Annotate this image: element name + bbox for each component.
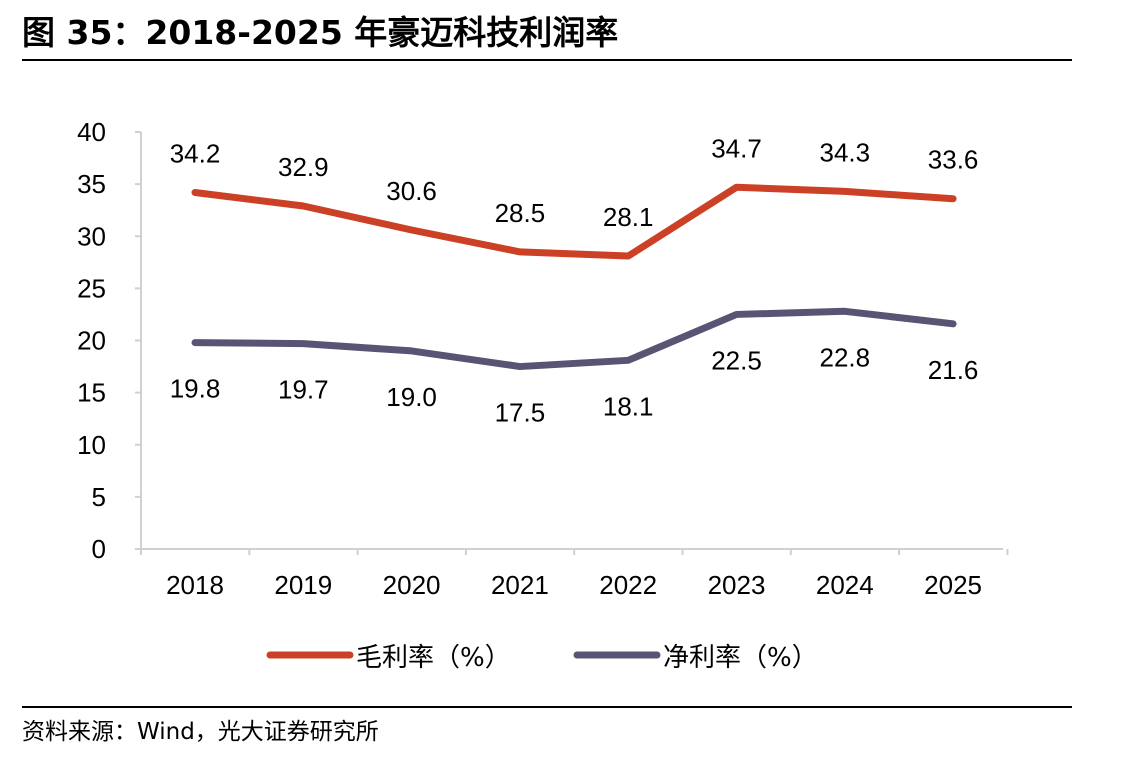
data-label: 34.7	[711, 133, 762, 163]
data-label: 19.7	[278, 375, 329, 405]
gross-margin-line	[191, 183, 957, 260]
y-tick-label: 10	[77, 430, 106, 460]
y-tick-label: 30	[77, 221, 106, 251]
data-label: 22.8	[819, 342, 870, 372]
y-tick-label: 20	[77, 326, 106, 356]
data-label: 34.3	[819, 137, 870, 167]
figure-title: 图 35：2018-2025 年豪迈科技利润率	[22, 13, 619, 52]
x-tick-label: 2020	[383, 570, 441, 600]
top-rule	[22, 59, 1072, 61]
y-tick-label: 5	[92, 482, 106, 512]
y-tick-label: 0	[92, 534, 106, 564]
data-label: 30.6	[386, 176, 437, 206]
data-label: 33.6	[928, 145, 979, 175]
data-label: 17.5	[495, 398, 546, 428]
x-tick-label: 2022	[599, 570, 657, 600]
source-note: 资料来源：Wind，光大证券研究所	[22, 719, 379, 745]
data-label: 28.1	[603, 202, 654, 232]
legend-label: 净利率（%）	[663, 643, 818, 673]
y-tick-label: 35	[77, 169, 106, 199]
legend-label: 毛利率（%）	[356, 643, 511, 673]
y-tick-label: 15	[77, 378, 106, 408]
x-tick-label: 2024	[816, 570, 874, 600]
y-tick-label: 25	[77, 273, 106, 303]
data-label: 19.8	[170, 374, 221, 404]
x-tick-label: 2019	[274, 570, 332, 600]
net-margin-line	[191, 307, 957, 371]
data-label: 34.2	[170, 138, 221, 168]
x-tick-label: 2021	[491, 570, 549, 600]
x-tick-label: 2018	[166, 570, 224, 600]
data-label: 28.5	[495, 198, 546, 228]
data-label: 21.6	[928, 355, 979, 385]
data-label: 19.0	[386, 382, 437, 412]
data-label: 18.1	[603, 391, 654, 421]
data-label: 32.9	[278, 152, 329, 182]
x-tick-label: 2023	[708, 570, 766, 600]
data-label: 22.5	[711, 345, 762, 375]
y-tick-label: 40	[77, 117, 106, 147]
x-tick-label: 2025	[924, 570, 982, 600]
bottom-rule	[22, 706, 1072, 708]
